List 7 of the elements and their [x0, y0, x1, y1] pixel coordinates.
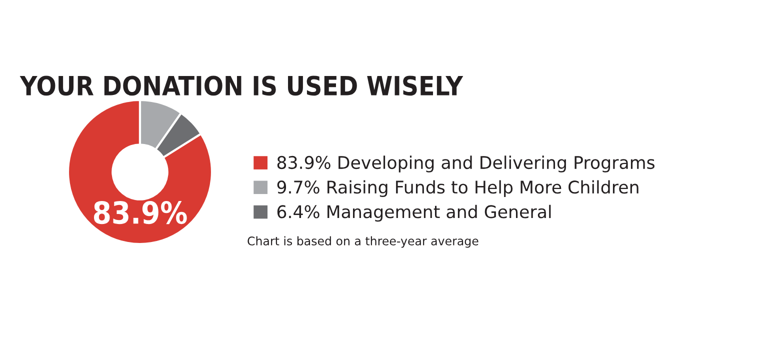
- text: 83.9%: [94, 200, 187, 224]
- legend-label: 9.7% Raising Funds to Help More Children: [277, 180, 638, 198]
- legend-label: 83.9% Developing and Delivering Programs: [277, 156, 654, 172]
- legend-label: 6.4% Management and General: [277, 204, 551, 222]
- chart-title: YOUR DONATION IS USED WISELY: [20, 76, 464, 96]
- donut-slice: [66, 98, 214, 246]
- text: Chart is based on a three-year average: [248, 236, 478, 248]
